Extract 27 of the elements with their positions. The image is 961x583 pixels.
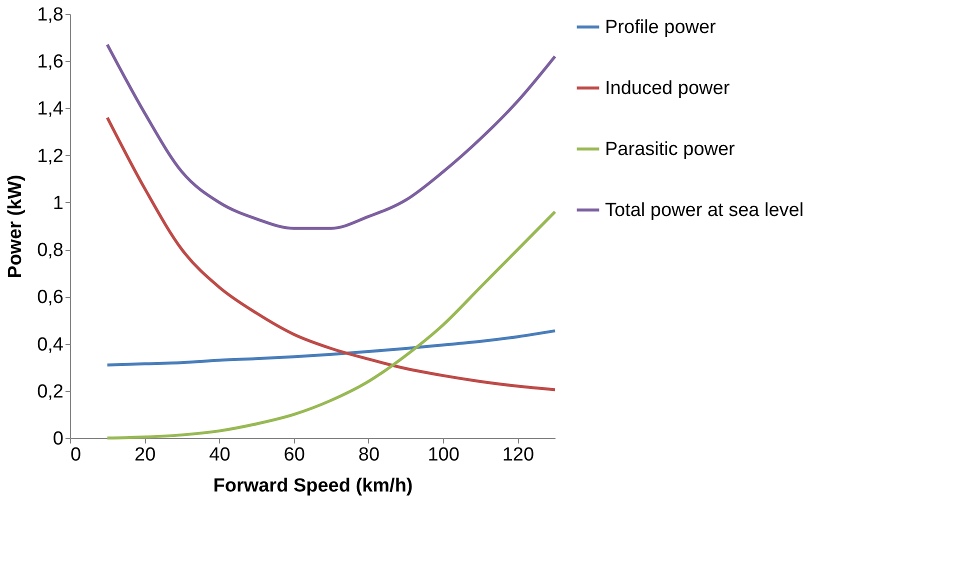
line-series	[106, 210, 556, 440]
line-series	[106, 43, 556, 230]
y-tick-label: 1	[52, 192, 64, 214]
y-axis-title: Power (kW)	[5, 174, 26, 278]
x-axis-title: Forward Speed (km/h)	[213, 476, 413, 496]
x-tick-label: 120	[502, 444, 534, 466]
y-tick-label: 0,8	[37, 240, 64, 262]
y-tick-label: 1,8	[37, 4, 64, 26]
x-tick-label: 40	[209, 444, 230, 466]
y-tick-label: 1,4	[37, 98, 64, 120]
x-tick-label: 20	[134, 444, 156, 466]
x-tick-label: 60	[284, 444, 305, 466]
x-tick-label: 0	[70, 444, 82, 466]
x-tick-label: 80	[358, 444, 380, 466]
legend-label: Induced power	[605, 78, 730, 99]
legend-label: Profile power	[605, 17, 717, 38]
y-tick-label: 1,2	[37, 146, 64, 167]
y-tick-label: 0,4	[37, 334, 64, 356]
legend-label: Parasitic power	[605, 139, 736, 160]
line-series	[106, 329, 556, 366]
line-series	[106, 116, 556, 392]
y-tick-label: 0	[52, 428, 64, 450]
x-tick-label: 100	[428, 444, 460, 466]
y-tick-label: 0,6	[37, 287, 64, 308]
y-tick-label: 0,2	[37, 381, 64, 402]
legend-label: Total power at sea level	[605, 200, 804, 221]
y-tick-label: 1,6	[37, 52, 64, 73]
